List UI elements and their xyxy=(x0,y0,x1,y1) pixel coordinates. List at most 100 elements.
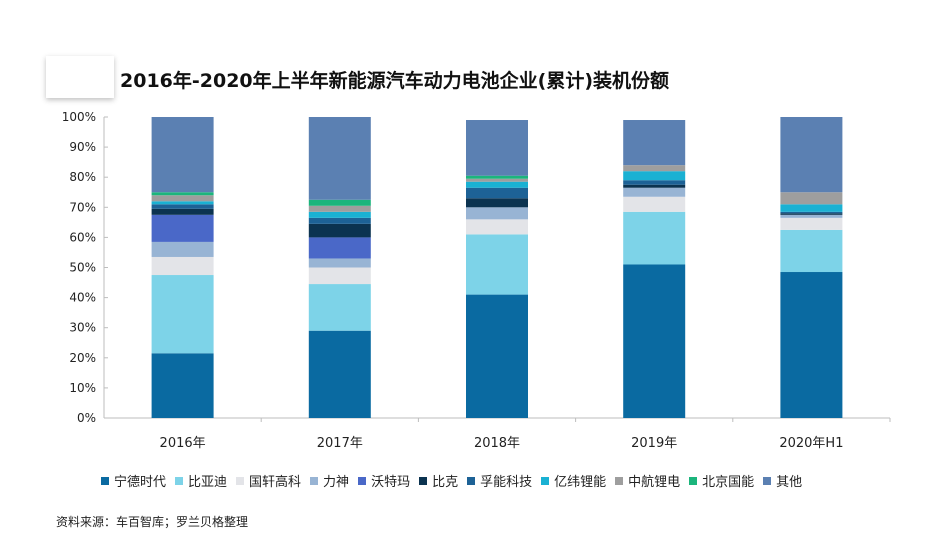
bar-segment xyxy=(623,196,686,212)
legend-label: 亿纬锂能 xyxy=(554,475,607,490)
legend-swatch xyxy=(101,476,109,485)
bar-segment xyxy=(151,201,214,205)
bar-segment xyxy=(623,187,686,197)
legend-item: 孚能科技 xyxy=(467,471,532,490)
legend-swatch xyxy=(175,476,184,485)
bar-segment xyxy=(623,180,686,185)
legend-label: 沃特玛 xyxy=(371,475,411,490)
bar-segment xyxy=(308,284,371,331)
bar-segment xyxy=(780,213,843,215)
bar-segment xyxy=(151,275,214,354)
corner-tab xyxy=(46,56,114,98)
y-tick-label: 90% xyxy=(69,140,96,154)
y-tick-label: 10% xyxy=(69,381,96,395)
bar-segment xyxy=(151,353,214,418)
y-tick-label: 80% xyxy=(69,170,96,184)
x-tick-label: 2017年 xyxy=(317,436,363,451)
bar-segment xyxy=(151,117,214,193)
bar-segment xyxy=(308,258,371,268)
legend-label: 其他 xyxy=(776,475,803,490)
legend-label: 北京国能 xyxy=(702,475,755,490)
bar-segment xyxy=(466,181,528,188)
y-tick-label: 50% xyxy=(69,261,96,275)
legend-label: 力神 xyxy=(323,475,350,490)
bar-segment xyxy=(780,211,843,214)
bar-segment xyxy=(623,165,686,172)
bar-segment xyxy=(308,223,371,238)
legend-label: 国轩高科 xyxy=(249,475,302,490)
legend-swatch xyxy=(236,476,245,485)
legend-item: 其他 xyxy=(763,471,802,490)
legend-item: 北京国能 xyxy=(689,471,754,490)
bar-segment xyxy=(308,330,371,418)
legend-swatch xyxy=(419,476,428,485)
bar-segment xyxy=(623,264,686,418)
bar-segment xyxy=(466,178,528,182)
legend-label: 宁德时代 xyxy=(114,475,167,490)
legend-swatch xyxy=(615,476,624,485)
bar-segment xyxy=(780,217,843,230)
bar-segment xyxy=(151,208,214,215)
bar-segment xyxy=(623,120,686,166)
legend-swatch xyxy=(689,476,698,485)
bar-segment xyxy=(308,211,371,218)
bar-segment xyxy=(466,198,528,208)
legend-swatch xyxy=(310,476,319,485)
bar-segment xyxy=(780,192,843,205)
chart-title: 2016年-2020年上半年新能源汽车动力电池企业(累计)装机份额 xyxy=(120,70,670,92)
legend-item: 宁德时代 xyxy=(101,471,166,490)
legend-item: 沃特玛 xyxy=(358,471,410,490)
legend-label: 比亚迪 xyxy=(188,475,228,490)
bar-segment xyxy=(780,204,843,212)
legend-item: 力神 xyxy=(310,471,349,490)
y-tick-label: 70% xyxy=(69,200,96,214)
x-tick-label: 2018年 xyxy=(474,436,520,451)
bar-segment xyxy=(466,120,528,176)
legend-swatch xyxy=(763,476,772,485)
bar-segment xyxy=(308,267,371,285)
y-tick-label: 100% xyxy=(62,110,96,124)
bar-segment xyxy=(623,184,686,188)
legend-label: 中航锂电 xyxy=(628,475,681,490)
bar-segment xyxy=(623,171,686,181)
bar-segment xyxy=(151,204,214,209)
bar-segment xyxy=(151,195,214,202)
x-tick-label: 2020年H1 xyxy=(779,436,843,451)
bar-segment xyxy=(151,241,214,257)
bar-segment xyxy=(466,294,528,418)
bar-segment xyxy=(308,117,371,200)
bar-segment xyxy=(780,272,843,418)
bar-segment xyxy=(308,217,371,224)
source-note: 资料来源：车百智库；罗兰贝格整理 xyxy=(56,515,249,529)
x-tick-label: 2019年 xyxy=(631,436,677,451)
bar-segment xyxy=(466,219,528,235)
bar-segment xyxy=(308,237,371,259)
bar-segment xyxy=(151,256,214,276)
y-tick-label: 20% xyxy=(69,351,96,365)
legend-swatch xyxy=(467,476,476,485)
legend-label: 孚能科技 xyxy=(480,475,533,490)
y-tick-label: 0% xyxy=(77,411,96,425)
bar-segment xyxy=(780,214,843,218)
bar-segment xyxy=(308,199,371,206)
bar-segment xyxy=(466,187,528,199)
bar-segment xyxy=(466,234,528,295)
legend-label: 比克 xyxy=(432,475,459,490)
y-tick-label: 60% xyxy=(69,230,96,244)
bar-segment xyxy=(151,214,214,242)
bar-segment xyxy=(308,205,371,212)
chart-legend: 宁德时代 比亚迪 国轩高科 力神 沃特玛 比克 孚能科技 亿纬锂能 中航锂电 北京国能 其他 xyxy=(101,471,881,490)
legend-item: 比克 xyxy=(419,471,458,490)
y-tick-label: 30% xyxy=(69,321,96,335)
legend-swatch xyxy=(541,476,550,485)
bar-segment xyxy=(780,229,843,273)
bar-segment xyxy=(780,117,843,193)
bar-segment xyxy=(151,192,214,196)
bar-segment xyxy=(466,207,528,220)
x-tick-label: 2016年 xyxy=(160,436,206,451)
y-tick-label: 40% xyxy=(69,291,96,305)
legend-item: 比亚迪 xyxy=(175,471,227,490)
bar-segment xyxy=(623,211,686,265)
